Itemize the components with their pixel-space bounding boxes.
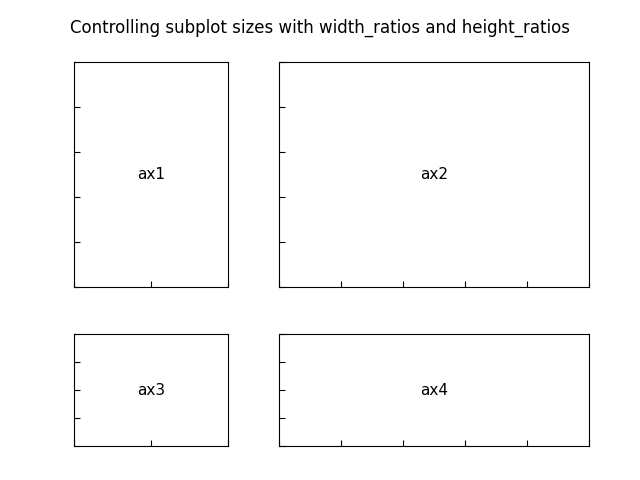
Text: Controlling subplot sizes with width_ratios and height_ratios: Controlling subplot sizes with width_rat… [70, 19, 570, 37]
Text: ax2: ax2 [420, 167, 448, 182]
Text: ax3: ax3 [137, 383, 165, 398]
Text: ax1: ax1 [137, 167, 165, 182]
Text: ax4: ax4 [420, 383, 448, 398]
